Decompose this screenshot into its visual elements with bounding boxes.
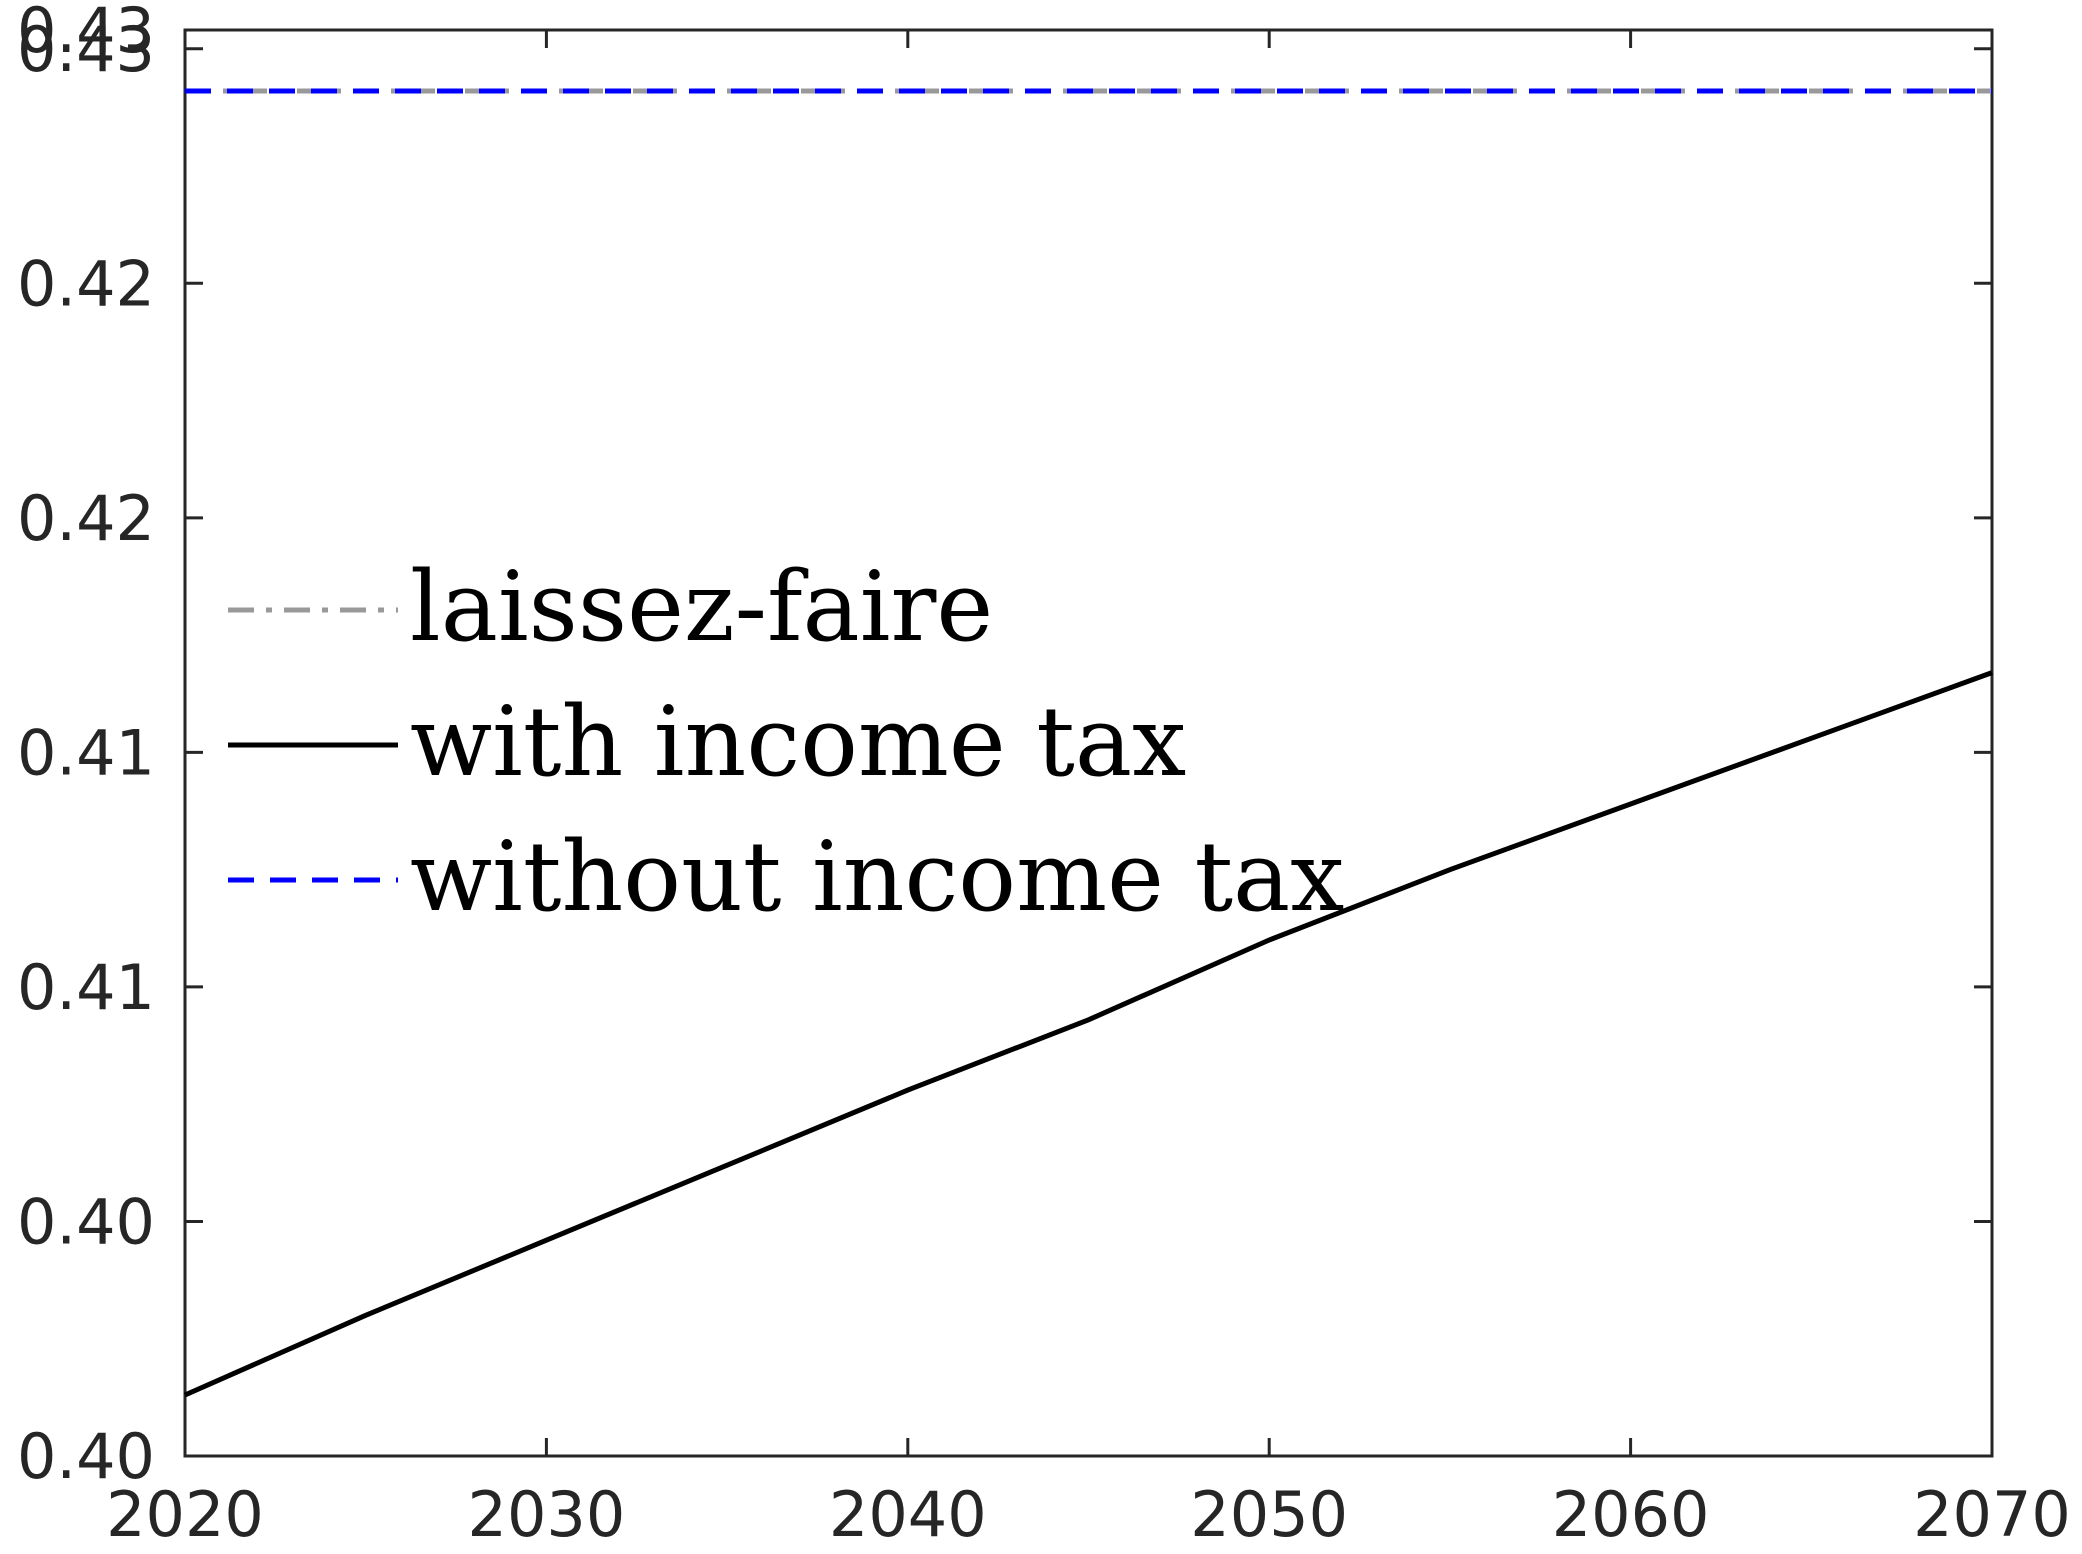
y-tick-label: 0.43 (17, 13, 155, 86)
y-tick-label: 0.42 (17, 482, 155, 555)
series-line-2 (183, 670, 1993, 1398)
x-axis: 2020 2030 2040 2050 2060 2070 (106, 30, 2071, 1551)
y-tick-label: 0.41 (17, 951, 155, 1024)
x-tick-label: 2060 (1552, 1478, 1710, 1551)
x-tick-label: 2050 (1190, 1478, 1348, 1551)
y-axis: 0.40 0.40 0.41 0.41 0.42 0.42 0.430.43 (17, 0, 1992, 1493)
legend: laissez-faire with income tax without inco… (228, 551, 1344, 933)
x-tick-label: 2040 (829, 1478, 987, 1551)
x-tick-label: 2030 (468, 1478, 626, 1551)
legend-label: with income tax (410, 686, 1186, 798)
y-tick-label: 0.41 (17, 716, 155, 789)
y-tick-label: 0.42 (17, 247, 155, 320)
x-tick-label: 2020 (106, 1478, 264, 1551)
y-tick-label: 0.40 (17, 1420, 155, 1493)
y-tick-label: 0.40 (17, 1185, 155, 1258)
series-layer (183, 88, 1993, 1398)
legend-label: without income tax (410, 821, 1344, 933)
y-tick-label: 0.43 (17, 0, 155, 67)
plot-area (183, 28, 1994, 1458)
legend-label: laissez-faire (410, 551, 993, 663)
x-tick-label: 2070 (1913, 1478, 2071, 1551)
